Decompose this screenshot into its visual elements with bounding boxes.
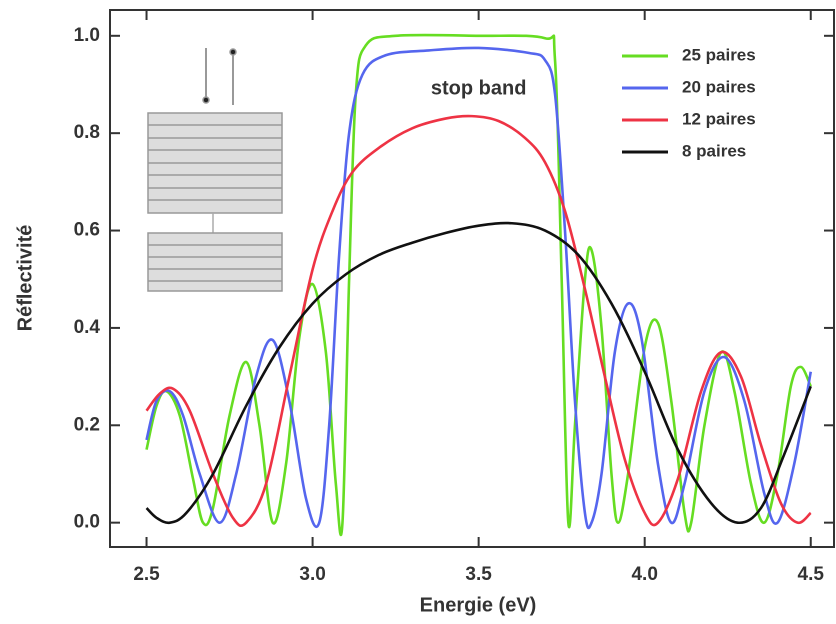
legend-label: 8 paires: [682, 141, 746, 160]
line-series: [145, 46, 813, 530]
annotation: stop band: [431, 78, 527, 100]
y-tick-label: 1.0: [74, 25, 100, 46]
line-series: [145, 33, 812, 537]
inset-diagram: [147, 48, 283, 292]
legend-label: 25 paires: [682, 45, 756, 64]
y-tick-label: 0.4: [74, 317, 101, 338]
line-series: [145, 221, 812, 525]
x-tick-label: 4.0: [631, 564, 657, 585]
x-tick-label: 2.5: [133, 564, 160, 585]
legend-label: 20 paires: [682, 77, 756, 96]
y-tick-label: 0.8: [74, 122, 100, 143]
y-tick-label: 0.6: [74, 220, 100, 241]
y-tick-label: 0.0: [74, 512, 100, 533]
x-tick-label: 3.5: [465, 564, 492, 585]
x-tick-label: 3.0: [299, 564, 325, 585]
x-axis-label: Energie (eV): [420, 594, 537, 616]
x-tick-label: 4.5: [798, 564, 825, 585]
y-axis-label: Réflectivité: [14, 225, 36, 332]
y-tick-label: 0.2: [74, 414, 100, 435]
legend-label: 12 paires: [682, 109, 756, 128]
plot-frame: [109, 9, 835, 548]
line-series: [145, 114, 812, 528]
